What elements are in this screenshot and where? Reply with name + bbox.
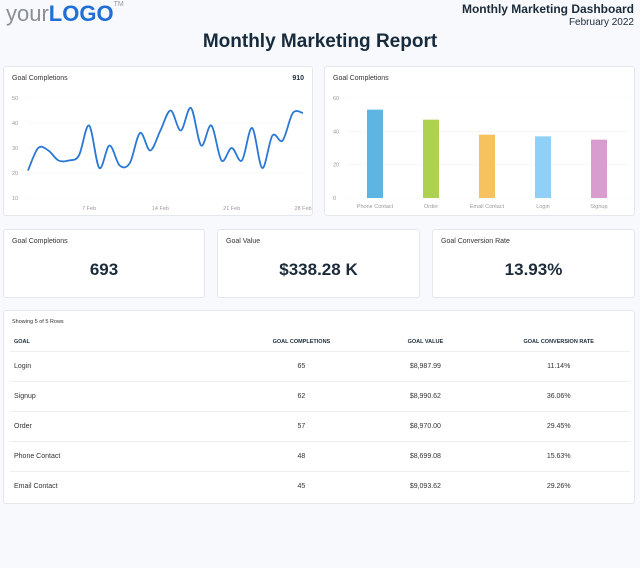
line-chart-total: 910	[292, 75, 304, 82]
column-header: GOAL VALUE	[363, 333, 488, 352]
table-cell: Signup	[10, 381, 240, 412]
y-tick-label: 50	[12, 96, 18, 102]
kpi-goal-completions: Goal Completions 693	[3, 229, 205, 298]
table-cell: 57	[239, 411, 364, 442]
bar	[479, 134, 495, 198]
kpi-goal-conversion-rate: Goal Conversion Rate 13.93%	[432, 229, 635, 298]
kpi-label: Goal Value	[226, 238, 261, 245]
table-cell: 36.06%	[487, 381, 630, 412]
kpi-goal-value: Goal Value $338.28 K	[217, 229, 420, 298]
table-cell: $8,987.99	[363, 351, 488, 382]
table-row: Signup 62 $8,990.62 36.06%	[10, 381, 630, 412]
line-chart-card: Goal Completions 910 10 20 30 40 50 7 Feb 14 F…	[3, 66, 313, 216]
x-tick-label: Signup	[590, 204, 607, 210]
y-tick-label: 20	[333, 163, 339, 169]
rows-count: Showing 5 of 5 Rows	[12, 319, 64, 325]
y-tick-label: 0	[333, 196, 336, 202]
table-cell: 15.63%	[487, 441, 630, 472]
kpi-label: Goal Conversion Rate	[441, 238, 510, 245]
kpi-value: 13.93%	[504, 260, 563, 279]
table-cell: Login	[10, 351, 240, 382]
kpi-label: Goal Completions	[12, 238, 68, 245]
bar	[423, 119, 439, 198]
page-title: Monthly Marketing Report	[202, 31, 438, 52]
kpi-value: 693	[89, 260, 119, 279]
table-row: Email Contact 45 $9,093.62 29.26%	[10, 471, 630, 501]
table-cell: 62	[239, 381, 364, 412]
bar	[591, 139, 607, 198]
y-tick-label: 60	[333, 96, 339, 102]
x-tick-label: Login	[536, 204, 549, 210]
table-cell: 45	[297, 482, 306, 490]
y-tick-label: 40	[333, 129, 339, 135]
y-tick-label: 10	[12, 196, 18, 202]
bar-chart: 0 20 40 60 Phone Contact Order Email Contact Lo…	[333, 96, 629, 210]
column-header: GOAL CONVERSION RATE	[487, 333, 630, 352]
table-cell: 48	[239, 441, 364, 472]
table-cell: Email Contact	[14, 482, 58, 490]
line-chart: 10 20 30 40 50 7 Feb 14 Feb 21 Feb 28 Feb	[12, 96, 312, 212]
column-header: GOAL	[10, 333, 240, 352]
logo: yourLOGOTM	[6, 1, 124, 26]
table-cell: $9,093.62	[409, 482, 441, 490]
line-chart-title: Goal Completions	[12, 75, 68, 82]
table-cell: 11.14%	[487, 351, 630, 382]
report-date: February 2022	[568, 17, 634, 28]
y-tick-label: 40	[12, 121, 18, 127]
dashboard-title: Monthly Marketing Dashboard	[461, 2, 634, 16]
bar	[535, 136, 551, 198]
x-tick-label: 21 Feb	[223, 206, 240, 212]
goals-table: GOAL GOAL COMPLETIONS GOAL VALUE GOAL CO…	[10, 333, 630, 501]
table-cell: $8,699.08	[363, 441, 488, 472]
x-tick-label: 7 Feb	[82, 206, 96, 212]
table-cell: $8,970.00	[363, 411, 488, 442]
y-tick-label: 30	[12, 146, 18, 152]
table-row: Login 65 $8,987.99 11.14%	[10, 351, 630, 382]
x-tick-label: 28 Feb	[294, 206, 311, 212]
table-cell: Phone Contact	[10, 441, 240, 472]
table-row: Phone Contact 48 $8,699.08 15.63%	[10, 441, 630, 472]
kpi-value: $338.28 K	[279, 260, 358, 279]
x-tick-label: Phone Contact	[357, 204, 394, 210]
series-line	[27, 107, 304, 171]
goals-table-card: Showing 5 of 5 Rows GOAL GOAL COMPLETION…	[3, 310, 635, 504]
x-tick-label: 14 Feb	[152, 206, 169, 212]
x-tick-label: Email Contact	[470, 204, 505, 210]
table-cell: 29.45%	[487, 411, 630, 442]
y-tick-label: 20	[12, 171, 18, 177]
table-cell: 65	[239, 351, 364, 382]
bar	[367, 109, 383, 198]
x-tick-label: Order	[424, 204, 438, 210]
bar-chart-title: Goal Completions	[333, 75, 389, 82]
table-cell: $8,990.62	[363, 381, 488, 412]
table-cell: Order	[10, 411, 240, 442]
table-cell: 29.26%	[546, 482, 571, 490]
bar-chart-card: Goal Completions 0 20 40 60 Phone Contact Ord…	[324, 66, 635, 216]
table-row: Order 57 $8,970.00 29.45%	[10, 411, 630, 442]
column-header: GOAL COMPLETIONS	[239, 333, 364, 352]
